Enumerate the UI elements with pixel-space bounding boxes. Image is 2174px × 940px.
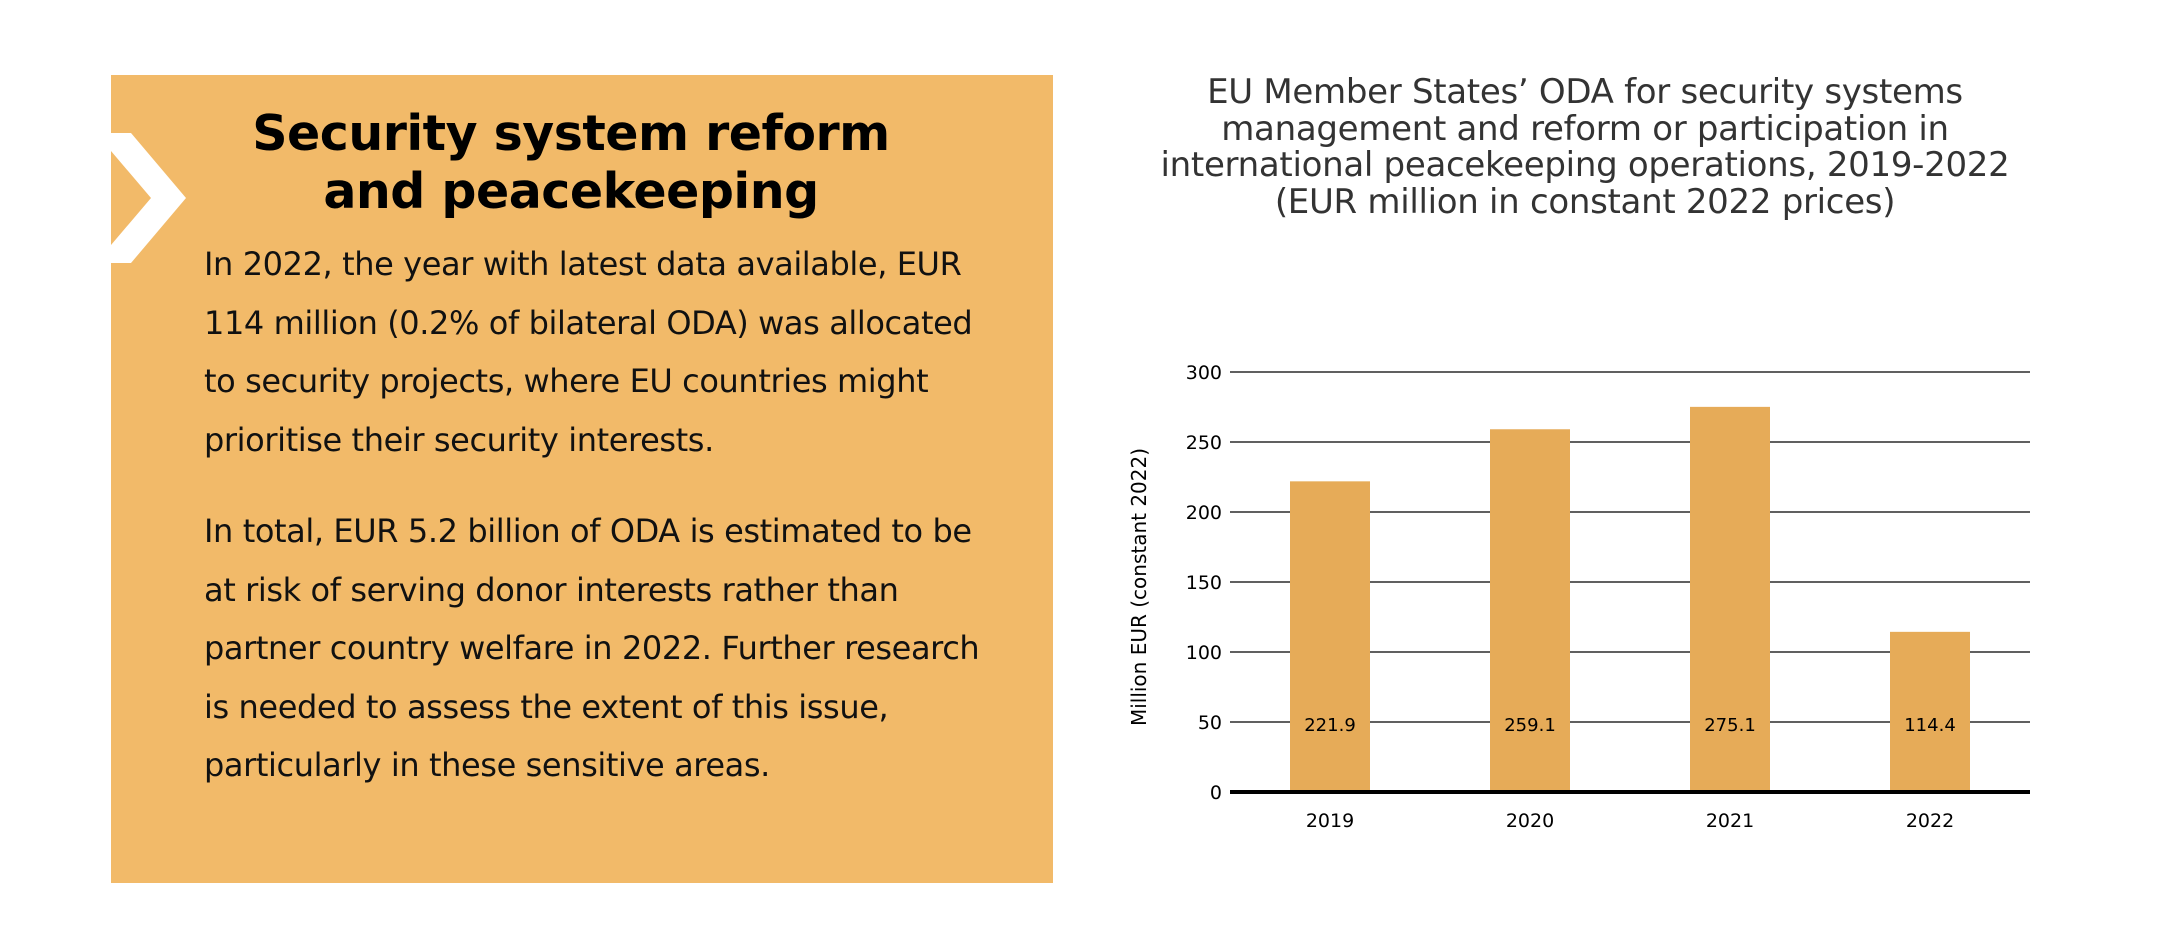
x-tick-labels: 2019 2020 2021 2022 bbox=[1306, 810, 1954, 832]
panel-title: Security system reform and peacekeeping bbox=[252, 105, 890, 220]
panel-paragraph-1: In 2022, the year with latest data avail… bbox=[204, 245, 973, 459]
bar bbox=[1490, 429, 1570, 792]
panel-paragraph-2: In total, EUR 5.2 billion of ODA is esti… bbox=[204, 512, 980, 784]
y-tick-label: 300 bbox=[1186, 362, 1222, 384]
x-tick-label: 2022 bbox=[1906, 810, 1954, 832]
y-tick-label: 150 bbox=[1186, 572, 1222, 594]
chart-title: EU Member States’ ODA for security syste… bbox=[1160, 72, 2010, 222]
bars bbox=[1290, 406, 1970, 792]
chevron-right-icon bbox=[111, 133, 186, 263]
x-tick-label: 2019 bbox=[1306, 810, 1354, 832]
info-panel: Security system reform and peacekeeping … bbox=[111, 75, 1053, 883]
bar bbox=[1890, 631, 1970, 792]
y-tick-label: 200 bbox=[1186, 502, 1222, 524]
data-label: 275.1 bbox=[1704, 715, 1756, 736]
bar bbox=[1690, 406, 1770, 792]
y-tick-label: 50 bbox=[1198, 712, 1222, 734]
x-tick-label: 2020 bbox=[1506, 810, 1554, 832]
bar bbox=[1290, 481, 1370, 792]
x-tick-label: 2021 bbox=[1706, 810, 1754, 832]
data-label: 221.9 bbox=[1304, 715, 1356, 736]
y-tick-labels: 0 50 100 150 200 250 300 bbox=[1186, 362, 1222, 804]
y-tick-label: 100 bbox=[1186, 642, 1222, 664]
y-axis-label: Million EUR (constant 2022) bbox=[1127, 448, 1151, 726]
y-tick-label: 250 bbox=[1186, 432, 1222, 454]
data-label: 259.1 bbox=[1504, 715, 1556, 736]
y-tick-label: 0 bbox=[1210, 782, 1222, 804]
data-labels: 221.9 259.1 275.1 114.4 bbox=[1304, 715, 1956, 736]
data-label: 114.4 bbox=[1904, 715, 1956, 736]
